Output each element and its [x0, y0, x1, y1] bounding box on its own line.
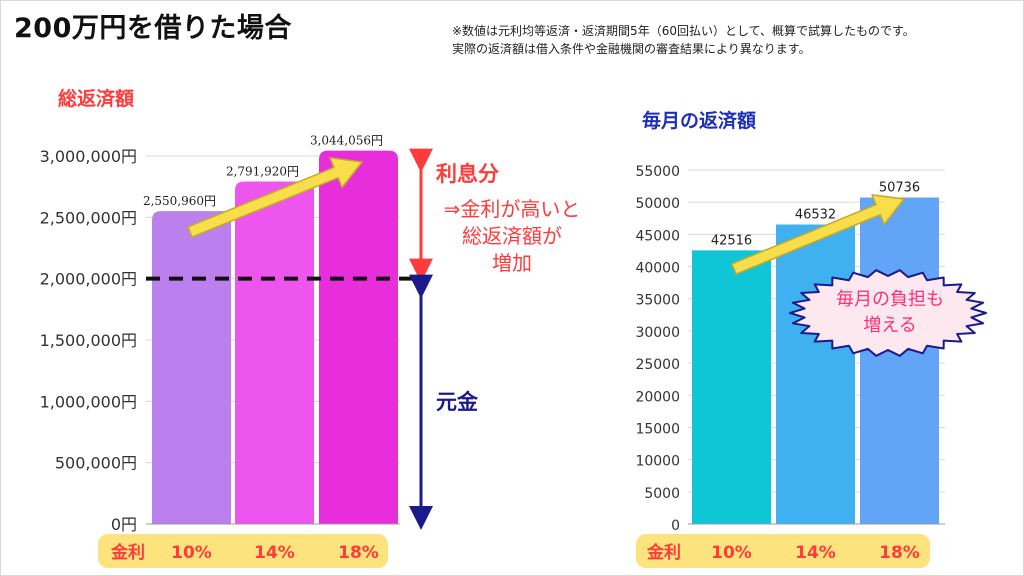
- monthly-burden-text: 毎月の負担も 増える: [790, 287, 990, 339]
- right-chart-y-tick-label: 45000: [635, 228, 680, 244]
- interest-label: 利息分: [436, 162, 499, 186]
- left-chart-category-label: 10%: [171, 543, 212, 563]
- right-chart-y-tick-label: 55000: [635, 164, 680, 180]
- right-chart-y-tick-label: 20000: [635, 389, 680, 405]
- right-chart-y-tick-label: 35000: [635, 293, 680, 309]
- right-chart-y-tick-label: 10000: [635, 454, 680, 470]
- left-chart-category-label: 14%: [254, 543, 295, 563]
- principal-label: 元金: [436, 390, 478, 414]
- left-chart-y-tick-label: 0円: [111, 515, 137, 534]
- left-chart-y-tick-label: 1,000,000円: [40, 392, 137, 411]
- right-chart-bar: [776, 224, 855, 525]
- left-chart-data-label: 2,791,920円: [226, 165, 299, 179]
- note-line-2: 実際の返済額は借入条件や金融機関の審査結果により異なります。: [452, 42, 811, 56]
- right-chart-category-label: 10%: [711, 543, 752, 563]
- interest-desc-line-2: 総返済額が: [462, 224, 562, 248]
- right-chart-title: 毎月の返済額: [642, 110, 757, 132]
- right-chart-y-tick-label: 40000: [635, 261, 680, 277]
- monthly-burden-line-2: 増える: [863, 315, 917, 336]
- page-title: 200万円を借りた場合: [14, 13, 292, 44]
- left-chart-bar: [319, 150, 398, 524]
- left-chart-y-tick-label: 500,000円: [55, 454, 137, 473]
- left-chart-category-header: 金利: [110, 542, 145, 563]
- right-chart-y-tick-label: 0: [671, 518, 680, 534]
- right-chart-data-label: 50736: [879, 180, 920, 195]
- right-chart-category-header: 金利: [646, 542, 681, 563]
- interest-description: ⇒金利が高いと 総返済額が 増加: [432, 196, 592, 277]
- left-chart-bar: [235, 181, 314, 524]
- left-chart-y-tick-label: 3,000,000円: [40, 147, 137, 166]
- right-chart-bar: [692, 250, 771, 524]
- right-chart-y-tick-label: 25000: [635, 357, 680, 373]
- left-chart-category-box: [98, 534, 388, 568]
- left-chart-title: 総返済額: [58, 88, 135, 110]
- left-chart-data-label: 3,044,056円: [310, 134, 383, 148]
- right-chart-y-tick-label: 5000: [644, 486, 680, 502]
- starburst-callout: [789, 269, 987, 357]
- right-chart-y-tick-label: 15000: [635, 421, 680, 437]
- left-chart-category-label: 18%: [338, 543, 379, 563]
- right-chart-y-tick-label: 30000: [635, 325, 680, 341]
- left-chart-bar: [152, 211, 231, 524]
- right-chart-category-label: 18%: [879, 543, 920, 563]
- note-line-1: ※数値は元利均等返済・返済期間5年（60回払い）として、概算で試算したものです。: [452, 24, 915, 38]
- right-chart-data-label: 42516: [711, 233, 752, 248]
- left-chart-y-tick-label: 2,500,000円: [40, 208, 137, 227]
- interest-desc-line-1: ⇒金利が高いと: [443, 197, 581, 221]
- right-chart-y-tick-label: 50000: [635, 196, 680, 212]
- right-chart-data-label: 46532: [795, 208, 836, 223]
- right-chart-bar: [860, 197, 939, 525]
- monthly-burden-line-1: 毎月の負担も: [836, 289, 944, 310]
- right-chart-category-box: [636, 534, 930, 568]
- left-chart-y-tick-label: 1,500,000円: [40, 331, 137, 350]
- interest-desc-line-3: 増加: [492, 251, 532, 275]
- left-chart-y-tick-label: 2,000,000円: [40, 270, 137, 289]
- right-trend-arrow: [731, 194, 905, 275]
- right-chart-category-label: 14%: [795, 543, 836, 563]
- left-trend-arrow: [187, 156, 363, 238]
- left-chart-data-label: 2,550,960円: [143, 194, 216, 208]
